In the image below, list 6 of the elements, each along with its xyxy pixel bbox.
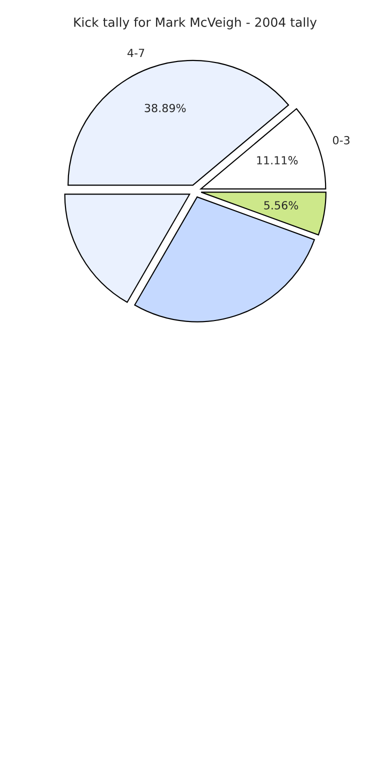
- data-label: 38.89%: [144, 104, 186, 112]
- slice-label: 4-7: [127, 48, 144, 57]
- data-label: 11.11%: [257, 156, 298, 164]
- data-label: 5.56%: [264, 201, 298, 210]
- slice-label: 0-3: [332, 136, 350, 144]
- chart-title: Kick tally for Mark McVeigh - 2004 tally: [74, 17, 317, 30]
